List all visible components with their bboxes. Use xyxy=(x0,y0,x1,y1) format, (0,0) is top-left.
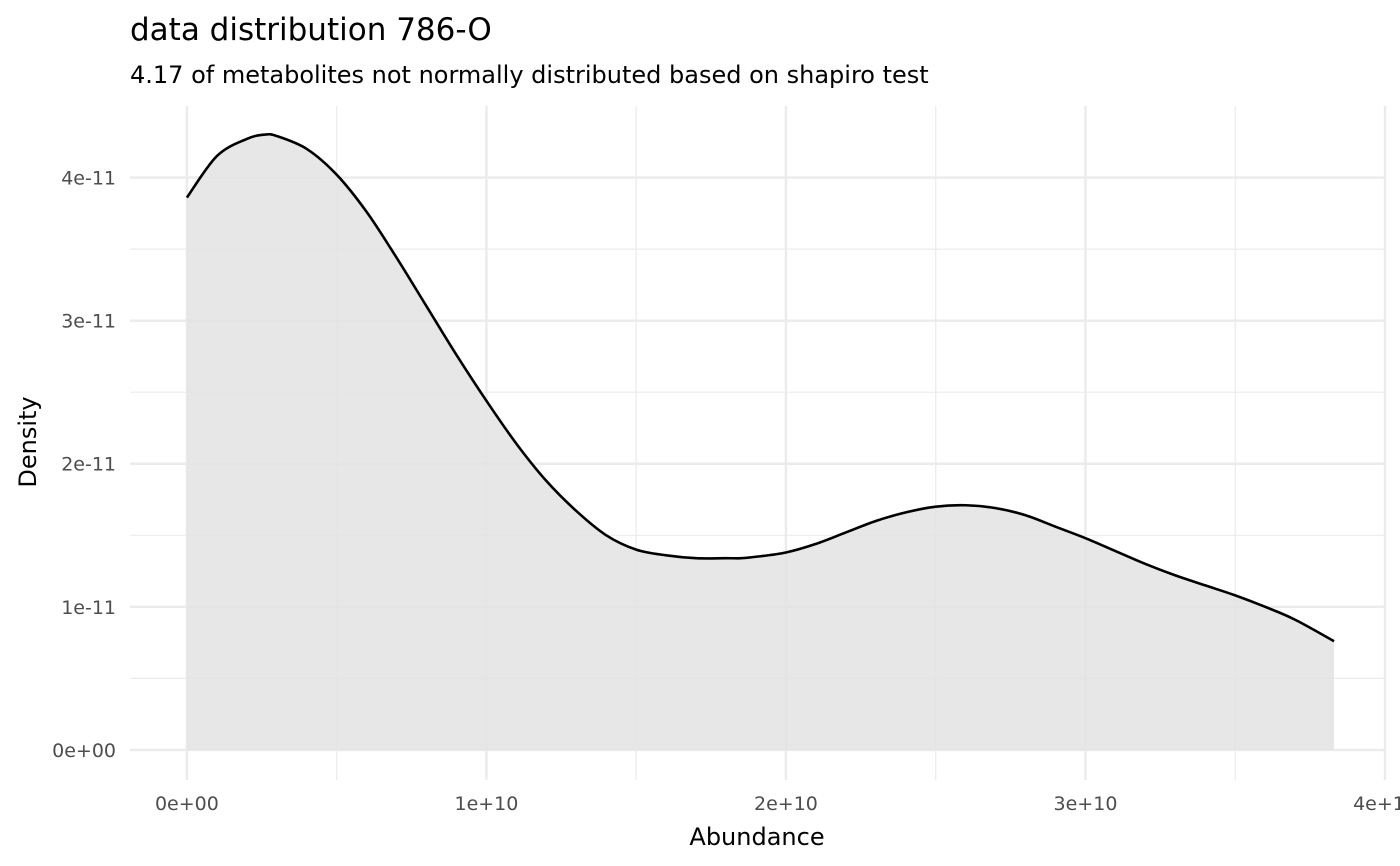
x-tick-label-1: 1e+10 xyxy=(454,793,518,815)
density-area xyxy=(186,134,1335,750)
y-tick-label-4: 4e-11 xyxy=(61,168,116,190)
y-axis-title: Density xyxy=(14,396,42,487)
chart-title: data distribution 786-O xyxy=(130,12,492,48)
density-line xyxy=(185,132,1335,643)
plot-area xyxy=(185,132,1335,750)
x-tick-label-0: 0e+00 xyxy=(155,793,219,815)
y-tick-label-1: 1e-11 xyxy=(61,597,116,619)
y-tick-label-0: 0e+00 xyxy=(52,740,116,762)
x-tick-label-3: 3e+10 xyxy=(1054,793,1118,815)
x-axis-title: Abundance xyxy=(689,823,824,851)
y-tick-label-3: 3e-11 xyxy=(61,311,116,333)
x-tick-label-4: 4e+10 xyxy=(1353,793,1400,815)
y-axis-ticks: 0e+00 1e-11 2e-11 3e-11 4e-11 xyxy=(52,168,116,762)
x-tick-label-2: 2e+10 xyxy=(754,793,818,815)
y-tick-label-2: 2e-11 xyxy=(61,454,116,476)
x-axis-ticks: 0e+00 1e+10 2e+10 3e+10 4e+10 xyxy=(155,793,1400,815)
chart-subtitle: 4.17 of metabolites not normally distrib… xyxy=(130,61,929,89)
